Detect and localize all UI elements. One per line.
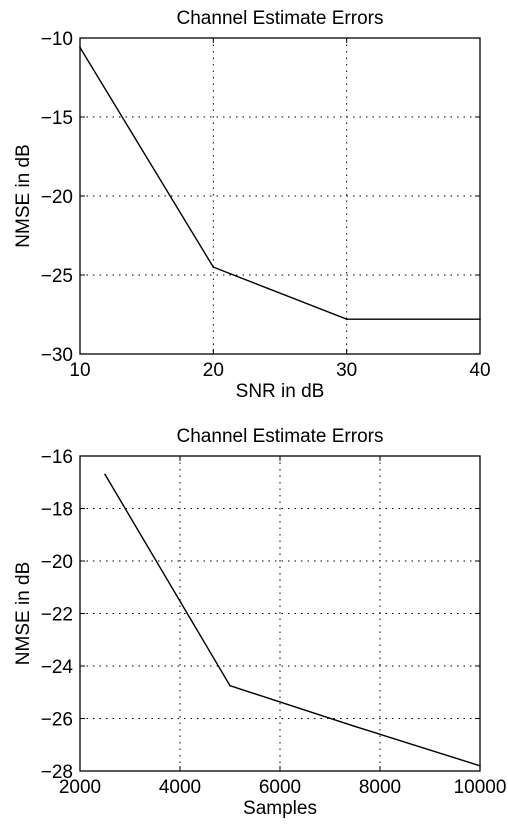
data-point [104,473,106,476]
y-tick-label: −24 [41,657,74,678]
y-tick-label: −26 [41,710,73,731]
x-tick-label: 20 [203,360,224,381]
y-tick-label: −10 [41,29,73,50]
x-axis-label: Samples [243,798,317,819]
y-axis-label: NMSE in dB [13,144,34,247]
y-tick-label: −20 [41,552,73,573]
data-point [345,318,348,321]
data-point [229,684,231,687]
y-tick-label: −18 [41,500,73,521]
chart-title: Channel Estimate Errors [177,426,384,447]
series-line [104,474,481,767]
x-tick-label: 40 [469,360,490,381]
plot-frame [79,455,481,772]
data-point [79,46,81,49]
plot-frame [79,37,481,355]
chart-1: 10 20 30 40 −30 −25 −20 −15 −10 Channel Estimate … [13,8,491,402]
x-tick-label: 10000 [454,777,507,798]
y-tick-label: −16 [41,447,73,468]
data-point [479,318,481,321]
y-tick-label: −20 [41,187,73,208]
x-tick-label: 30 [336,360,357,381]
data-point [212,266,215,268]
x-tick-label: 6000 [259,777,301,798]
series-line [79,47,480,320]
x-tick-label: 8000 [359,777,401,798]
x-tick-label: 4000 [159,777,201,798]
x-tick-label: 10 [69,360,90,381]
data-point [354,725,356,728]
x-axis-label: SNR in dB [236,381,325,402]
y-tick-label: −28 [41,762,73,783]
x-tick-label: 2000 [59,777,101,798]
y-tick-label: −30 [41,345,73,366]
y-tick-label: −22 [41,605,73,626]
chart-2: 2000 4000 6000 8000 10000 −28 −26 −24 −22 −20 −18 −… [13,426,506,819]
y-tick-label: −15 [41,108,73,129]
data-point [479,764,481,767]
chart-title: Channel Estimate Errors [177,8,384,29]
y-tick-label: −25 [41,266,73,287]
y-axis-label: NMSE in dB [13,562,34,665]
